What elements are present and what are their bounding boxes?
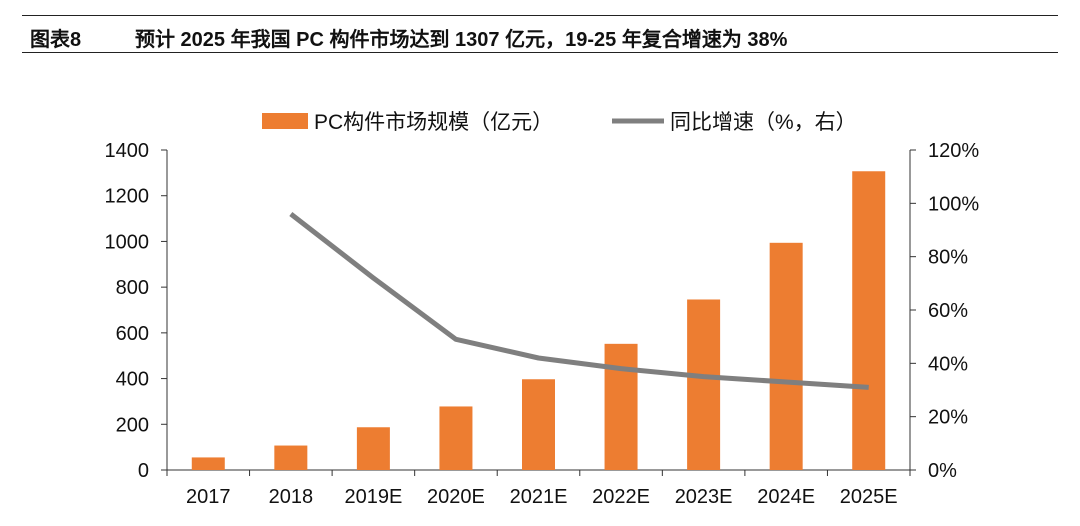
legend: PC构件市场规模（亿元） 同比增速（%，右） (262, 111, 857, 134)
left-tick-label: 400 (116, 369, 149, 391)
bar-2024E (769, 242, 803, 470)
legend-label-bar: PC构件市场规模（亿元） (314, 111, 553, 134)
right-tick-label: 100% (928, 193, 979, 215)
x-tick-label: 2023E (675, 486, 733, 508)
figure-title: 预计 2025 年我国 PC 构件市场达到 1307 亿元，19-25 年复合增… (135, 29, 788, 51)
right-tick-label: 120% (928, 140, 979, 162)
left-tick-label: 1200 (105, 186, 150, 208)
left-tick-label: 600 (116, 323, 149, 345)
right-tick-label: 0% (928, 460, 957, 482)
tick-labels: 0 200 400 600 800 1000 1200 1400 0% 20% 40% 60% 80% 1… (105, 140, 980, 508)
right-tick-label: 80% (928, 247, 968, 269)
x-tick-label: 2025E (840, 486, 898, 508)
figure-label: 图表8 (30, 29, 82, 51)
x-tick-label: 2018 (269, 486, 314, 508)
left-tick-label: 800 (116, 277, 149, 299)
right-tick-label: 60% (928, 300, 968, 322)
bar-2018 (274, 445, 308, 470)
bar-2019E (356, 427, 390, 470)
figure-header: 图表8 预计 2025 年我国 PC 构件市场达到 1307 亿元，19-25 … (22, 15, 1058, 53)
legend-swatch-bar (262, 113, 308, 129)
x-tick-label: 2020E (427, 486, 485, 508)
x-tick-label: 2019E (344, 486, 402, 508)
left-tick-label: 1000 (105, 231, 150, 253)
right-tick-label: 40% (928, 353, 968, 375)
left-tick-label: 1400 (105, 140, 150, 162)
growth-rate-line (289, 212, 869, 390)
bar-2021E (522, 379, 555, 470)
x-tick-label: 2021E (510, 486, 568, 508)
right-tick-label: 20% (928, 407, 968, 429)
bar-2020E (439, 406, 473, 470)
bar-2017 (191, 457, 225, 470)
bar-2023E (687, 299, 721, 470)
bar-2025E (852, 171, 886, 470)
x-tick-label: 2017 (186, 486, 231, 508)
growth-line-layer (289, 212, 869, 390)
bar-2022E (604, 343, 638, 470)
left-tick-label: 200 (116, 414, 149, 436)
x-tick-label: 2024E (757, 486, 815, 508)
x-tick-label: 2022E (592, 486, 650, 508)
left-tick-label: 0 (138, 460, 149, 482)
legend-label-line: 同比增速（%，右） (670, 111, 857, 134)
